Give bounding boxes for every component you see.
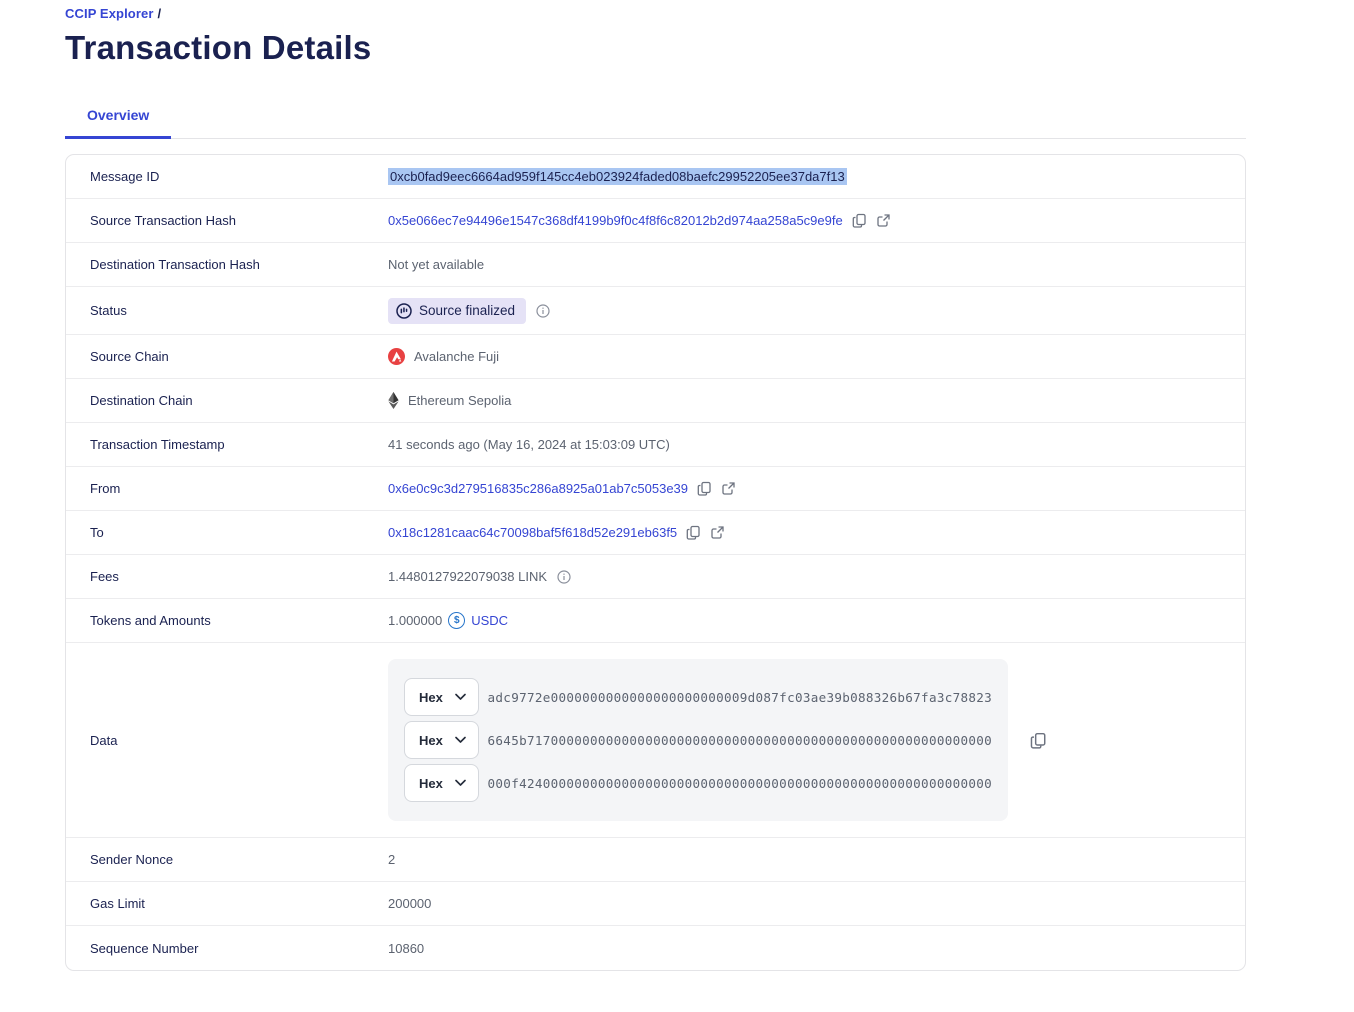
- data-line: Hex 000f42400000000000000000000000000000…: [404, 764, 992, 802]
- token-amount: 1.000000: [388, 613, 443, 628]
- external-link-icon[interactable]: [876, 213, 891, 228]
- data-hex-value: 000f424000000000000000000000000000000000…: [487, 775, 992, 791]
- finality-icon: [396, 302, 412, 319]
- row-fees: Fees 1.4480127922079038 LINK: [66, 555, 1245, 599]
- row-from: From 0x6e0c9c3d279516835c286a8925a01ab7c…: [66, 467, 1245, 511]
- transaction-details-page: CCIP Explorer / Transaction Details Overv…: [65, 0, 1246, 971]
- external-link-icon[interactable]: [710, 525, 725, 540]
- chevron-down-icon: [454, 736, 466, 744]
- row-source-tx-hash: Source Transaction Hash 0x5e066ec7e94496…: [66, 199, 1245, 243]
- from-address-link[interactable]: 0x6e0c9c3d279516835c286a8925a01ab7c5053e…: [388, 481, 689, 496]
- field-label: Fees: [90, 569, 119, 584]
- gas-limit-value: 200000: [388, 896, 432, 911]
- sequence-number-value: 10860: [388, 940, 425, 956]
- field-label: Data: [90, 732, 118, 748]
- data-format-label: Hex: [419, 689, 443, 705]
- row-transaction-timestamp: Transaction Timestamp 41 seconds ago (Ma…: [66, 423, 1245, 467]
- field-label: Destination Transaction Hash: [90, 257, 260, 272]
- tab-overview[interactable]: Overview: [65, 107, 172, 139]
- ethereum-logo-icon: [388, 392, 399, 409]
- row-sender-nonce: Sender Nonce 2: [66, 838, 1245, 882]
- row-gas-limit: Gas Limit 200000: [66, 882, 1245, 926]
- field-label: Message ID: [90, 169, 160, 184]
- status-badge-label: Source finalized: [419, 303, 516, 318]
- field-label: Tokens and Amounts: [90, 613, 211, 628]
- transaction-details-card: Message ID 0xcb0fad9eec6664ad959f145cc4e…: [65, 154, 1246, 971]
- breadcrumb-separator: /: [157, 6, 162, 21]
- copy-icon[interactable]: [697, 481, 712, 496]
- field-label: To: [90, 525, 104, 540]
- data-hex-value: 6645b71700000000000000000000000000000000…: [487, 732, 992, 748]
- data-format-select[interactable]: Hex: [404, 721, 479, 759]
- row-source-chain: Source Chain Avalanche Fuji: [66, 335, 1245, 379]
- info-icon[interactable]: [557, 569, 571, 584]
- data-format-label: Hex: [419, 775, 443, 791]
- to-address-link[interactable]: 0x18c1281caac64c70098baf5f618d52e291eb63…: [388, 525, 678, 540]
- breadcrumb-link-ccip-explorer[interactable]: CCIP Explorer: [65, 6, 154, 21]
- copy-icon[interactable]: [1030, 732, 1047, 749]
- chevron-down-icon: [454, 693, 466, 701]
- data-line: Hex adc9772e0000000000000000000000009d08…: [404, 678, 992, 716]
- external-link-icon[interactable]: [721, 481, 736, 496]
- message-id-value: 0xcb0fad9eec6664ad959f145cc4eb023924fade…: [388, 168, 847, 185]
- data-format-select[interactable]: Hex: [404, 678, 479, 716]
- chevron-down-icon: [454, 779, 466, 787]
- field-label: From: [90, 481, 121, 496]
- row-destination-tx-hash: Destination Transaction Hash Not yet ava…: [66, 243, 1245, 287]
- source-tx-hash-link[interactable]: 0x5e066ec7e94496e1547c368df4199b9f0c4f8f…: [388, 213, 843, 228]
- tab-bar: Overview: [65, 107, 1246, 139]
- row-destination-chain: Destination Chain Ethereum Sepolia: [66, 379, 1245, 423]
- data-hex-value: adc9772e0000000000000000000000009d087fc0…: [487, 689, 992, 705]
- field-label: Transaction Timestamp: [90, 437, 225, 452]
- usdc-logo-icon: $: [448, 612, 466, 629]
- data-format-select[interactable]: Hex: [404, 764, 479, 802]
- breadcrumb: CCIP Explorer /: [65, 6, 1246, 21]
- data-payload-box: Hex adc9772e0000000000000000000000009d08…: [388, 659, 1008, 821]
- destination-tx-hash-value: Not yet available: [388, 257, 485, 272]
- avalanche-logo-icon: [388, 348, 405, 365]
- field-label: Gas Limit: [90, 896, 145, 911]
- page-title: Transaction Details: [65, 29, 372, 66]
- field-label: Source Chain: [90, 349, 169, 364]
- destination-chain-name: Ethereum Sepolia: [408, 393, 512, 408]
- sender-nonce-value: 2: [388, 852, 396, 867]
- token-symbol-link[interactable]: USDC: [471, 613, 509, 628]
- status-badge: Source finalized: [388, 297, 527, 324]
- data-line: Hex 6645b7170000000000000000000000000000…: [404, 721, 992, 759]
- row-tokens-and-amounts: Tokens and Amounts 1.000000 $ USDC: [66, 599, 1245, 643]
- transaction-timestamp-value: 41 seconds ago (May 16, 2024 at 15:03:09…: [388, 437, 670, 452]
- field-label: Sender Nonce: [90, 852, 174, 867]
- row-sequence-number: Sequence Number 10860: [66, 926, 1245, 970]
- row-to: To 0x18c1281caac64c70098baf5f618d52e291e…: [66, 511, 1245, 555]
- source-chain-name: Avalanche Fuji: [414, 349, 500, 364]
- row-data: Data Hex adc9772e00000000000000000000000…: [66, 643, 1245, 838]
- row-status: Status Source finalized: [66, 287, 1245, 335]
- field-label: Status: [90, 303, 127, 318]
- row-message-id: Message ID 0xcb0fad9eec6664ad959f145cc4e…: [66, 155, 1245, 199]
- copy-icon[interactable]: [686, 525, 701, 540]
- info-icon[interactable]: [536, 303, 550, 318]
- field-label: Destination Chain: [90, 393, 193, 408]
- field-label: Source Transaction Hash: [90, 213, 236, 228]
- data-format-label: Hex: [419, 732, 443, 748]
- fees-value: 1.4480127922079038 LINK: [388, 569, 548, 584]
- field-label: Sequence Number: [90, 940, 199, 956]
- copy-icon[interactable]: [852, 213, 867, 228]
